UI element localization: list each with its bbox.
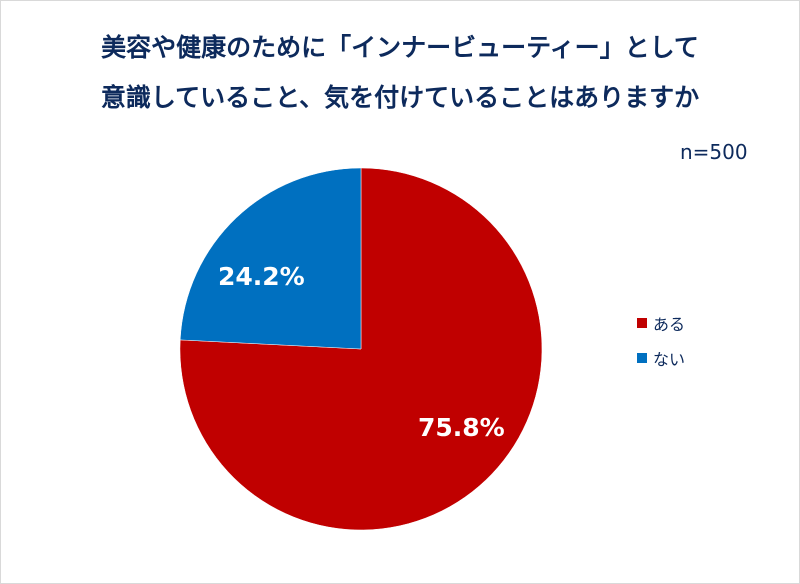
chart-legend: ある ない	[637, 312, 685, 382]
legend-label: ない	[653, 350, 686, 369]
legend-label: ある	[653, 315, 686, 334]
slice-label-nai: 24.2%	[218, 262, 305, 291]
legend-item-nai: ない	[637, 347, 685, 369]
legend-swatch-red-icon	[637, 318, 647, 328]
chart-title-line-1: 美容や健康のために「インナービューティー」として	[101, 33, 699, 62]
slice-label-aru: 75.8%	[418, 413, 505, 442]
sample-size-label: n=500	[680, 140, 748, 164]
chart-title-line-2: 意識していること、気を付けていることはありますか	[100, 83, 700, 112]
pie-slice-nai	[179, 167, 362, 350]
legend-swatch-blue-icon	[637, 353, 647, 363]
pie-slice-aru	[179, 167, 543, 531]
legend-item-aru: ある	[637, 312, 685, 334]
